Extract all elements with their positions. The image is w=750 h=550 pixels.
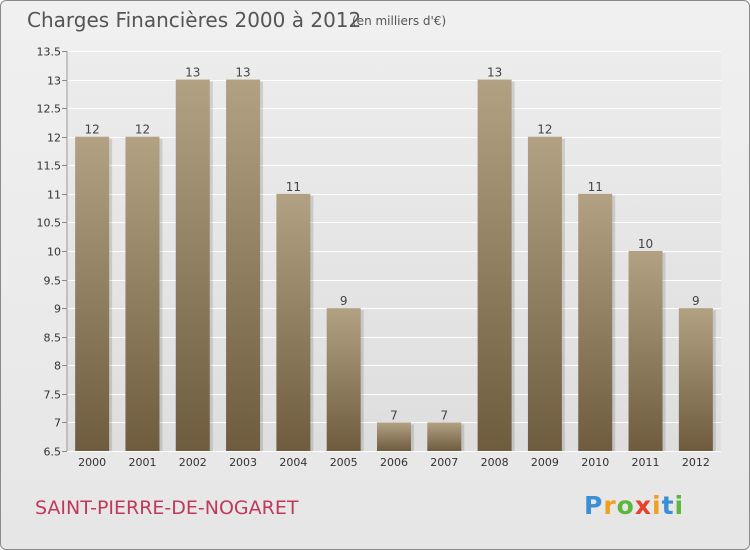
bar (527, 136, 562, 451)
x-tick-label: 2004 (279, 456, 307, 469)
y-tick-label: 12 (47, 132, 61, 145)
value-label: 12 (135, 123, 150, 137)
bar (175, 79, 210, 452)
bar (75, 136, 110, 451)
x-tick-label: 2006 (380, 456, 408, 469)
proxiti-logo[interactable]: Proxiti (584, 491, 684, 520)
logo-letter: i (674, 491, 685, 520)
bar (377, 422, 411, 451)
y-tick-label: 9.5 (44, 275, 62, 288)
x-tick-label: 2005 (330, 456, 358, 469)
x-tick-label: 2008 (481, 456, 509, 469)
commune-name: SAINT-PIERRE-DE-NOGARET (35, 497, 299, 519)
bars: 12 12 13 13 11 9 7 7 13 12 11 10 9 (75, 66, 716, 452)
value-label: 9 (340, 294, 348, 308)
value-label: 13 (235, 66, 250, 80)
x-tick-label: 2002 (179, 456, 207, 469)
x-tick-label: 2012 (682, 456, 710, 469)
logo-letter: P (584, 491, 604, 520)
value-label: 13 (487, 66, 502, 80)
x-tick-label: 2001 (128, 456, 156, 469)
x-tick-label: 2009 (531, 456, 559, 469)
y-tick-label: 12.5 (37, 103, 62, 116)
y-tick-label: 8.5 (44, 332, 62, 345)
x-tick-label: 2000 (78, 456, 106, 469)
y-tick-label: 9 (54, 303, 61, 316)
y-tick-label: 13 (47, 75, 61, 88)
x-tick-label: 2010 (581, 456, 609, 469)
value-label: 13 (185, 66, 200, 80)
y-tick-label: 10 (47, 246, 61, 259)
value-label: 12 (85, 123, 100, 137)
y-tick-label: 7.5 (44, 389, 62, 402)
y-tick-label: 6.5 (44, 446, 62, 459)
bar (628, 251, 663, 451)
chart-title: Charges Financières 2000 à 2012 (27, 8, 362, 32)
y-tick-label: 11 (47, 189, 61, 202)
value-label: 7 (390, 408, 398, 422)
y-tick-label: 7 (54, 417, 61, 430)
logo-letter: t (661, 491, 675, 520)
value-label: 7 (440, 408, 448, 422)
logo-letter: r (603, 491, 617, 520)
bar (427, 422, 462, 451)
y-tick-label: 11.5 (37, 160, 62, 173)
value-label: 9 (692, 294, 700, 308)
logo-letter: x (634, 491, 652, 520)
y-tick-label: 10.5 (37, 217, 62, 230)
bar (578, 193, 613, 451)
value-label: 12 (537, 123, 552, 137)
x-tick-label: 2011 (632, 456, 660, 469)
bar (125, 136, 160, 451)
bar (678, 308, 713, 451)
value-label: 10 (638, 237, 653, 251)
bar (226, 79, 261, 452)
bar (326, 308, 361, 451)
y-tick-label: 8 (54, 360, 61, 373)
y-tick-label: 13.5 (37, 46, 62, 59)
bar (477, 79, 512, 452)
value-label: 11 (588, 180, 603, 194)
bar (276, 193, 311, 451)
value-label: 11 (286, 180, 301, 194)
logo-letter: o (616, 491, 635, 520)
x-axis: 2000 2001 2002 2003 2004 2005 2006 2007 2008 2009… (78, 456, 710, 469)
x-tick-label: 2003 (229, 456, 257, 469)
y-axis: 6.5 7 7.5 8 8.5 9 9.5 10 10.5 11 11.5 12 12.5 13 13.5 (37, 46, 68, 459)
bar-chart: 6.577.588.599.51010.51111.51212.51313.5 … (37, 46, 721, 469)
logo-letter: i (652, 491, 662, 520)
chart-subtitle: (en milliers d'€) (352, 14, 447, 28)
x-tick-label: 2007 (430, 456, 458, 469)
